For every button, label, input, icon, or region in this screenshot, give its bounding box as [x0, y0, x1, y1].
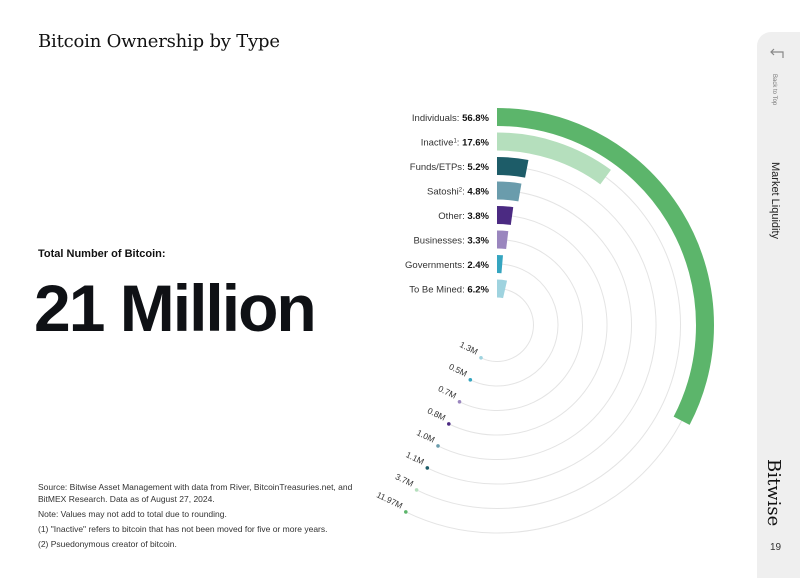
footnotes: Source: Bitwise Asset Management with da…	[38, 481, 368, 553]
guide-ring-satoshi	[437, 190, 632, 460]
page-title: Bitcoin Ownership by Type	[38, 31, 280, 52]
label-to-be-mined: To Be Mined: 6.2%	[409, 285, 489, 296]
chart-value-labels: 11.97M 3.7M 1.1M 1.0M 0.8M 0.7M 0.5M 1.3M	[375, 339, 483, 514]
sidebar: Back to Top Market Liquidity Bitwise 19	[757, 32, 800, 578]
guide-ring-funds-etps	[427, 165, 657, 485]
label-inactive: Inactive1: 17.6%	[421, 138, 490, 149]
chart-category-labels: Individuals: 56.8% Inactive1: 17.6% Funds/…	[405, 113, 490, 296]
value-label-businesses: 0.7M	[437, 383, 458, 400]
value-dot-individuals	[404, 510, 408, 514]
ownership-radial-chart: Individuals: 56.8% Inactive1: 17.6% Funds/…	[375, 108, 714, 534]
value-dot-satoshi	[436, 444, 440, 448]
rounding-note: Note: Values may not add to total due to…	[38, 509, 227, 519]
source-note: Source: Bitwise Asset Management with da…	[38, 482, 353, 504]
total-label: Total Number of Bitcoin:	[38, 248, 166, 260]
footnote-1: (1) "Inactive" refers to bitcoin that ha…	[38, 524, 328, 534]
label-satoshi: Satoshi2: 4.8%	[427, 187, 490, 198]
guide-ring-individuals	[405, 116, 706, 534]
page-number: 19	[770, 542, 782, 553]
chart-bars	[496, 108, 714, 425]
bar-satoshi	[496, 181, 522, 202]
label-governments: Governments: 2.4%	[405, 260, 490, 271]
bar-other	[496, 206, 514, 225]
value-label-individuals: 11.97M	[375, 490, 404, 511]
bar-businesses	[496, 230, 509, 250]
value-dot-to-be-mined	[479, 356, 483, 360]
bar-individuals	[496, 108, 714, 425]
bar-to-be-mined	[496, 279, 508, 299]
bar-funds-etps	[496, 157, 529, 178]
value-dot-funds-etps	[425, 466, 430, 470]
chart-guide-rings	[405, 116, 706, 534]
value-label-to-be-mined: 1.3M	[458, 339, 479, 356]
bar-inactive	[496, 132, 611, 185]
total-value: 21 Million	[34, 271, 317, 345]
guide-ring-businesses	[459, 239, 583, 411]
guide-ring-governments	[470, 263, 559, 387]
value-dot-inactive	[414, 488, 419, 492]
section-label: Market Liquidity	[769, 162, 781, 240]
label-funds-etps: Funds/ETPs: 5.2%	[410, 162, 490, 173]
label-businesses: Businesses: 3.3%	[413, 236, 489, 247]
back-to-top-icon[interactable]	[769, 46, 787, 60]
label-individuals: Individuals: 56.8%	[412, 113, 490, 124]
brand-logo: Bitwise	[763, 459, 784, 527]
value-dot-businesses	[457, 400, 462, 404]
guide-ring-to-be-mined	[480, 288, 534, 362]
value-label-inactive: 3.7M	[394, 471, 415, 488]
value-label-satoshi: 1.0M	[415, 427, 436, 444]
value-dot-other	[447, 422, 451, 426]
value-label-funds-etps: 1.1M	[404, 449, 425, 466]
back-to-top-link[interactable]: Back to Top	[771, 74, 777, 106]
value-dot-governments	[468, 378, 473, 382]
footnote-2: (2) Psuedonymous creator of bitcoin.	[38, 539, 177, 549]
value-label-governments: 0.5M	[447, 361, 468, 378]
label-other: Other: 3.8%	[438, 211, 489, 222]
value-label-other: 0.8M	[426, 405, 447, 422]
guide-ring-other	[448, 214, 608, 436]
